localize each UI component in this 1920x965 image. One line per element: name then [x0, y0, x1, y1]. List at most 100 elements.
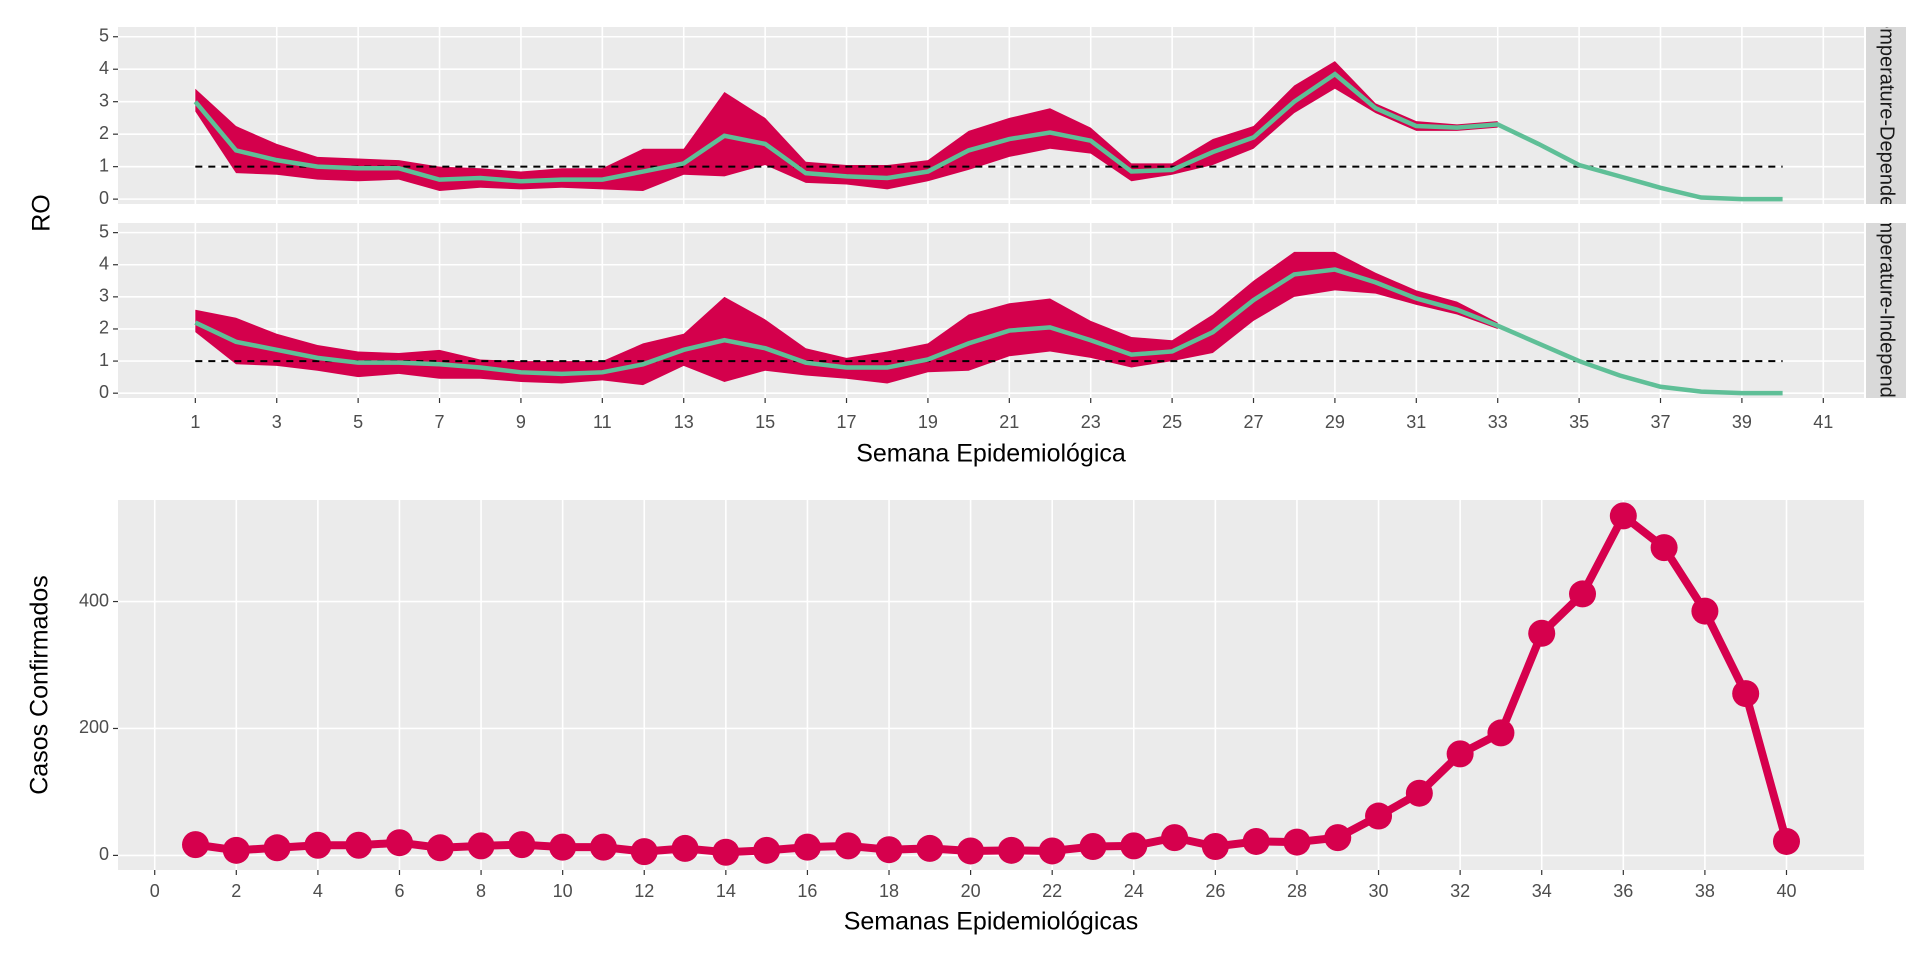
x-tick-label: 6 [394, 881, 404, 901]
x-tick-label: 25 [1162, 412, 1182, 432]
data-point [671, 834, 699, 862]
data-point [793, 833, 821, 861]
data-point [916, 834, 944, 862]
x-tick-label: 14 [716, 881, 736, 901]
data-point [1732, 680, 1760, 708]
data-point [753, 836, 781, 864]
data-point [1691, 597, 1719, 625]
y-tick-label: 4 [99, 253, 109, 273]
x-tick-label: 41 [1813, 412, 1833, 432]
x-tick-label: 23 [1081, 412, 1101, 432]
data-point [508, 831, 536, 859]
data-point [345, 831, 373, 859]
data-point [1242, 827, 1270, 855]
x-tick-label: 29 [1325, 412, 1345, 432]
panel-background [118, 500, 1864, 870]
x-tick-label: 40 [1776, 881, 1796, 901]
x-tick-label: 1 [190, 412, 200, 432]
facet-strip [1866, 27, 1906, 204]
x-tick-label: 37 [1650, 412, 1670, 432]
ribbon [195, 61, 1498, 192]
data-point [1283, 828, 1311, 856]
data-point [182, 831, 210, 859]
data-point [263, 834, 291, 862]
x-tick-label: 22 [1042, 881, 1062, 901]
x-tick-label: 11 [593, 412, 612, 432]
facet-label: Temperature-Dependent [1876, 7, 1898, 224]
y-axis-title: RO [28, 194, 56, 232]
x-tick-label: 12 [634, 881, 654, 901]
x-tick-label: 17 [837, 412, 857, 432]
data-point [467, 832, 495, 860]
y-axis-title: Casos Confirmados [26, 575, 54, 795]
facet-strip [1866, 223, 1906, 398]
y-tick-label: 2 [99, 318, 109, 338]
x-tick-label: 10 [553, 881, 573, 901]
x-tick-label: 30 [1369, 881, 1389, 901]
x-tick-label: 38 [1695, 881, 1715, 901]
x-tick-label: 31 [1406, 412, 1426, 432]
data-point [589, 833, 617, 861]
data-point [426, 834, 454, 862]
y-tick-label: 200 [79, 717, 109, 737]
facet-label: Temperature-Independent [1876, 195, 1898, 426]
x-tick-label: 9 [516, 412, 526, 432]
x-tick-label: 15 [755, 412, 775, 432]
x-tick-label: 19 [918, 412, 938, 432]
x-tick-label: 26 [1205, 881, 1225, 901]
x-tick-label: 4 [313, 881, 323, 901]
x-tick-label: 0 [150, 881, 160, 901]
y-tick-label: 0 [99, 188, 109, 208]
x-tick-label: 7 [435, 412, 445, 432]
x-tick-label: 27 [1243, 412, 1263, 432]
x-tick-label: 34 [1532, 881, 1552, 901]
data-point [1324, 824, 1352, 852]
data-point [1650, 534, 1678, 562]
data-point [875, 836, 903, 864]
data-point [1038, 837, 1066, 865]
data-point [834, 832, 862, 860]
data-point [1079, 833, 1107, 861]
data-point [712, 838, 740, 866]
x-tick-label: 33 [1488, 412, 1508, 432]
y-tick-label: 400 [79, 590, 109, 610]
y-tick-label: 3 [99, 286, 109, 306]
mean-line [193, 71, 1783, 202]
y-tick-label: 0 [99, 382, 109, 402]
mean-line [194, 267, 1783, 396]
data-point [1161, 824, 1189, 852]
x-tick-label: 39 [1732, 412, 1752, 432]
y-tick-label: 2 [99, 123, 109, 143]
y-tick-label: 0 [99, 844, 109, 864]
strip-group: Temperature-Independent [1876, 195, 1898, 426]
x-tick-label: 28 [1287, 881, 1307, 901]
data-point [1120, 832, 1148, 860]
data-point [1365, 802, 1393, 830]
data-point [549, 833, 577, 861]
x-tick-label: 16 [797, 881, 817, 901]
y-tick-label: 3 [99, 90, 109, 110]
strip-group: Temperature-Dependent [1876, 7, 1898, 224]
x-tick-label: 24 [1124, 881, 1144, 901]
x-tick-label: 20 [961, 881, 981, 901]
data-point [304, 831, 332, 859]
data-point [957, 837, 985, 865]
data-point [997, 836, 1025, 864]
x-tick-label: 32 [1450, 881, 1470, 901]
data-point [1201, 833, 1229, 861]
x-tick-label: 3 [272, 412, 282, 432]
y-tick-label: 1 [99, 155, 109, 175]
y-tick-label: 1 [99, 350, 109, 370]
y-tick-label: 4 [99, 58, 109, 78]
x-tick-label: 21 [999, 412, 1019, 432]
y-tick-label: 5 [99, 25, 109, 45]
data-point [1609, 502, 1637, 530]
x-tick-label: 18 [879, 881, 899, 901]
data-point [1446, 740, 1474, 768]
x-tick-label: 35 [1569, 412, 1589, 432]
x-tick-label: 8 [476, 881, 486, 901]
x-tick-label: 5 [353, 412, 363, 432]
x-tick-label: 13 [674, 412, 694, 432]
data-point [222, 836, 250, 864]
